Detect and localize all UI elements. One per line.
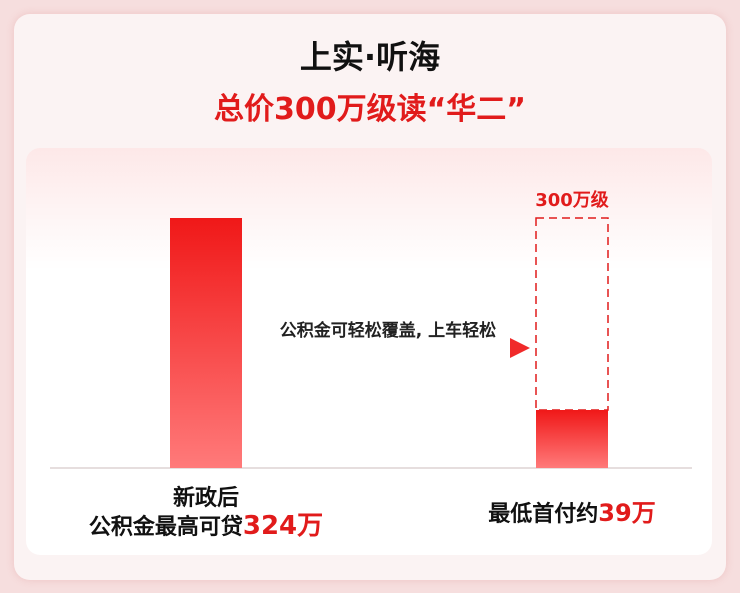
cap-label: 300万级	[535, 190, 609, 211]
left-line2: 公积金最高可贷324万	[89, 505, 323, 542]
subtitle: 总价300万级读“华二”	[213, 92, 527, 127]
right-text: 最低首付约	[488, 502, 599, 527]
arrow-head	[510, 338, 530, 358]
dashed-box	[535, 217, 609, 411]
arrow-label: 公积金可轻松覆盖, 上车轻松	[279, 321, 497, 341]
right-amount: 39万	[598, 499, 656, 527]
title: 上实·听海	[299, 38, 441, 76]
left-line1: 新政后	[172, 486, 240, 511]
left-amount: 324万	[242, 511, 324, 541]
panel	[26, 148, 712, 555]
right-bar	[536, 410, 608, 468]
left-bar	[170, 218, 242, 468]
right-line: 最低首付约39万	[488, 493, 655, 528]
left-text: 公积金最高可贷	[88, 515, 243, 540]
